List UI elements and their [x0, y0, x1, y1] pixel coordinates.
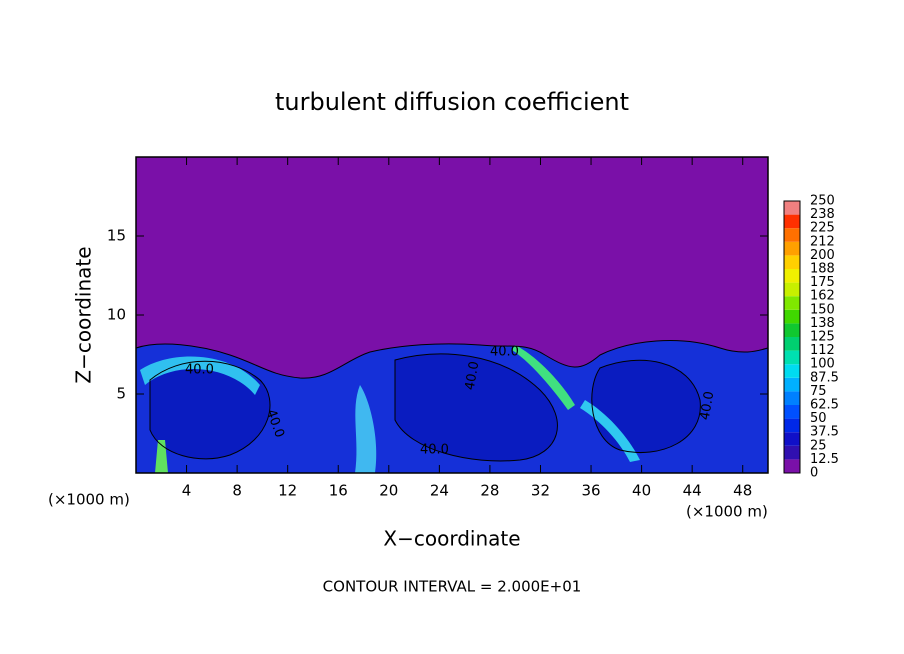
x-tick-label: 44 — [683, 482, 702, 500]
eddy-edge — [355, 385, 377, 473]
colorbar-band — [784, 377, 800, 392]
colorbar-label: 138 — [810, 316, 835, 331]
colorbar-band — [784, 445, 800, 460]
eddy — [150, 361, 270, 459]
colorbar-label: 150 — [810, 302, 835, 317]
colorbar-label: 175 — [810, 275, 835, 290]
colorbar-label: 25 — [810, 438, 827, 453]
y-tick-label: 15 — [107, 227, 126, 245]
colorbar-band — [784, 350, 800, 365]
x-tick-label: 36 — [581, 482, 600, 500]
colorbar-band — [784, 214, 800, 229]
colorbar-band — [784, 459, 800, 473]
x-tick-label: 28 — [480, 482, 499, 500]
x-tick-label: 48 — [733, 482, 752, 500]
eddy-edge — [580, 400, 640, 462]
x-tick-label: 16 — [329, 482, 348, 500]
x-tick-label: 32 — [531, 482, 550, 500]
colorbar-label: 162 — [810, 289, 835, 304]
x-tick-label: 20 — [379, 482, 398, 500]
colorbar-label: 87.5 — [810, 370, 839, 385]
colorbar-label: 62.5 — [810, 398, 839, 413]
colorbar-label: 212 — [810, 234, 835, 249]
colorbar-band — [784, 418, 800, 433]
y-tick-label: 10 — [107, 306, 126, 324]
colorbar-label: 0 — [810, 466, 818, 481]
footer: CONTOUR INTERVAL = 2.000E+01 — [323, 578, 582, 596]
colorbar-label: 225 — [810, 221, 835, 236]
colorbar-band — [784, 282, 800, 297]
x-tick-label: 4 — [182, 482, 192, 500]
x-tick-label: 40 — [632, 482, 651, 500]
chart-title: turbulent diffusion coefficient — [275, 88, 629, 116]
colorbar-band — [784, 296, 800, 310]
eddy-edge — [512, 345, 575, 410]
x-tick-label: 24 — [430, 482, 449, 500]
unit-label: (×1000 m) — [686, 503, 768, 521]
contour-line — [149, 353, 701, 462]
contour-label: 40.0 — [420, 443, 449, 458]
colorbar-frame — [783, 200, 801, 474]
colorbar-label: 112 — [810, 343, 835, 358]
y-tick-label: 5 — [116, 385, 126, 403]
colorbar-band — [784, 269, 800, 283]
colorbar-band — [784, 309, 800, 324]
colorbar-label: 37.5 — [810, 425, 839, 440]
colorbar-label: 250 — [810, 194, 835, 209]
colorbar-label: 125 — [810, 330, 835, 345]
contour-label: 40.0 — [463, 360, 483, 391]
field: 40.0 40.0 40.0 40.0 40.0 40.0 — [135, 157, 769, 473]
colorbar-label: 50 — [810, 411, 827, 426]
eddy — [395, 353, 558, 461]
unit-label: (×1000 m) — [48, 491, 130, 509]
colorbar-band — [784, 405, 800, 419]
y-axis-label: Z−coordinate — [72, 246, 96, 383]
colorbar-label: 75 — [810, 384, 827, 399]
colorbar-label: 12.5 — [810, 452, 839, 467]
colorbar-band — [784, 255, 800, 269]
contour-label: 40.0 — [490, 345, 519, 360]
colorbar-band — [784, 228, 800, 242]
colorbar-label: 238 — [810, 207, 835, 222]
contour-label: 40.0 — [185, 363, 214, 378]
x-tick-label: 12 — [278, 482, 297, 500]
contour-label: 40.0 — [698, 390, 718, 421]
colorbar-label: 100 — [810, 357, 835, 372]
colorbar-band — [784, 241, 800, 256]
x-tick-label: 8 — [232, 482, 242, 500]
colorbar-band — [784, 323, 800, 337]
contour-line — [135, 340, 769, 379]
colorbar-band — [784, 201, 800, 215]
eddy-edge — [140, 356, 260, 395]
colorbar-band — [784, 432, 800, 446]
colorbar-band — [784, 337, 800, 351]
colorbar-band — [784, 364, 800, 378]
colorbar-label: 200 — [810, 248, 835, 263]
x-axis-label: X−coordinate — [383, 527, 520, 551]
colorbar-band — [784, 391, 800, 405]
colorbar-label: 188 — [810, 262, 835, 277]
